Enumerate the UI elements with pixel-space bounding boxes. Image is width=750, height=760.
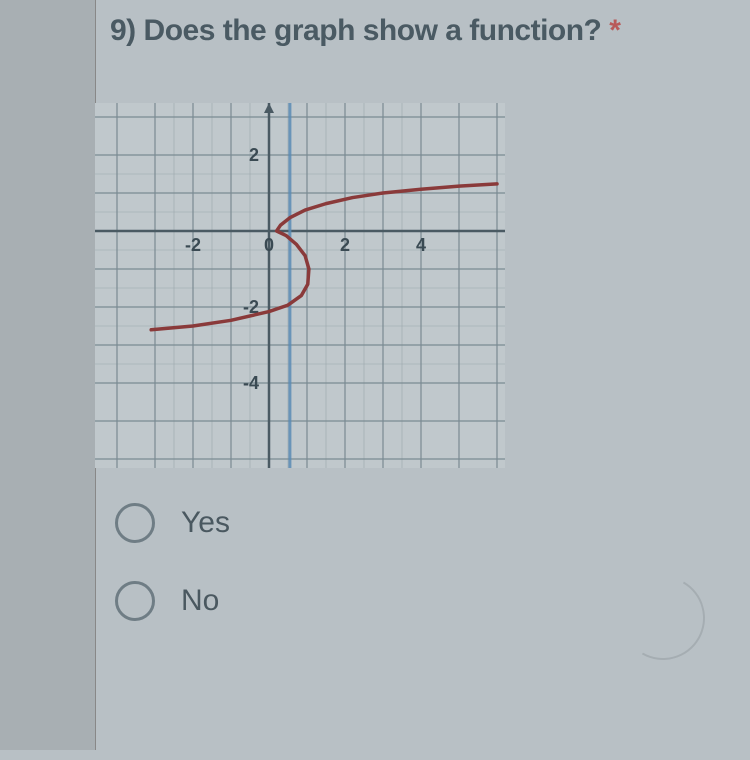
option-yes[interactable]: Yes — [115, 503, 750, 543]
question-content: 9) Does the graph show a function? * -2 0… — [110, 0, 750, 659]
svg-text:0: 0 — [264, 235, 274, 255]
svg-text:-4: -4 — [243, 373, 259, 393]
left-margin-strip — [0, 0, 96, 750]
graph-svg: -20242-2-4 — [95, 103, 505, 468]
svg-text:4: 4 — [416, 235, 426, 255]
question-title: 9) Does the graph show a function? * — [110, 14, 750, 48]
question-text: Does the graph show a function? — [144, 14, 602, 47]
graph-container: -20242-2-4 — [95, 103, 750, 473]
svg-text:2: 2 — [249, 145, 259, 165]
radio-yes[interactable] — [115, 503, 155, 543]
faded-next-question — [140, 723, 151, 760]
svg-text:-2: -2 — [185, 235, 201, 255]
radio-no[interactable] — [115, 581, 155, 621]
svg-text:2: 2 — [340, 235, 350, 255]
required-marker: * — [609, 14, 620, 47]
option-no-label: No — [181, 584, 219, 618]
question-number: 9) — [110, 14, 136, 47]
option-yes-label: Yes — [181, 506, 230, 540]
